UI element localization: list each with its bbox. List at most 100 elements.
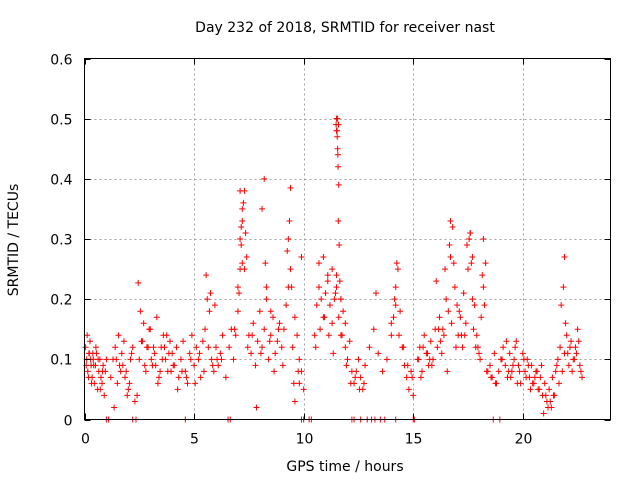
data-point <box>372 290 379 297</box>
data-point <box>420 344 427 351</box>
data-point <box>232 332 239 339</box>
data-point <box>405 386 412 393</box>
data-point <box>313 302 320 309</box>
data-point <box>434 344 441 351</box>
data-point <box>335 121 342 128</box>
data-point <box>463 242 470 249</box>
data-point <box>262 260 269 267</box>
data-point <box>471 302 478 309</box>
x-axis-ticks: 0 5 10 15 20 <box>81 58 532 448</box>
data-point <box>291 398 298 405</box>
data-point <box>200 368 207 375</box>
data-point <box>336 278 343 285</box>
data-point <box>522 368 529 375</box>
data-point <box>206 308 213 315</box>
data-point <box>427 338 434 345</box>
y-axis-title: SRMTID / TECUs <box>6 184 22 297</box>
data-point <box>248 350 255 357</box>
data-point <box>491 350 498 357</box>
data-point <box>334 115 341 122</box>
data-point <box>379 368 386 375</box>
data-point <box>203 272 210 279</box>
data-point <box>343 362 350 369</box>
data-point <box>269 314 276 321</box>
data-point <box>334 151 341 158</box>
data-point <box>283 302 290 309</box>
data-point <box>353 368 360 375</box>
data-point <box>356 386 363 393</box>
data-point <box>332 290 339 297</box>
data-point <box>240 199 247 206</box>
data-point <box>473 332 480 339</box>
data-point <box>568 338 575 345</box>
data-point <box>274 338 281 345</box>
data-point <box>403 374 410 381</box>
data-point <box>202 326 209 333</box>
data-point <box>440 332 447 339</box>
data-point <box>563 332 570 339</box>
data-point <box>143 344 150 351</box>
data-point <box>542 392 549 399</box>
data-point <box>333 272 340 279</box>
data-point <box>520 356 527 363</box>
data-point <box>576 362 583 369</box>
data-point <box>196 350 203 357</box>
data-point <box>449 223 456 230</box>
data-point <box>259 205 266 212</box>
data-point <box>537 374 544 381</box>
data-point <box>199 338 206 345</box>
x-axis-title: GPS time / hours <box>286 459 403 475</box>
data-point <box>157 368 164 375</box>
data-point <box>123 368 130 375</box>
data-point <box>334 133 341 140</box>
data-point <box>344 356 351 363</box>
data-point <box>284 248 291 255</box>
data-point <box>263 284 270 291</box>
data-point <box>426 356 433 363</box>
data-point <box>577 368 584 375</box>
data-point <box>234 308 241 315</box>
data-point <box>259 344 266 351</box>
data-point <box>107 374 114 381</box>
data-point <box>294 332 301 339</box>
data-point <box>336 242 343 249</box>
data-point <box>86 338 93 345</box>
data-point <box>148 356 155 363</box>
data-point <box>342 344 349 351</box>
data-point <box>222 374 229 381</box>
data-point <box>122 374 129 381</box>
y-tick-label: 0.4 <box>50 173 72 189</box>
data-point <box>392 302 399 309</box>
data-point <box>355 356 362 363</box>
data-point <box>375 350 382 357</box>
data-point <box>151 350 158 357</box>
data-point <box>241 266 248 273</box>
data-point <box>193 344 200 351</box>
data-point <box>136 356 143 363</box>
data-point <box>209 362 216 369</box>
data-point <box>112 344 119 351</box>
data-point <box>111 404 118 411</box>
data-point <box>230 356 237 363</box>
data-point <box>137 308 144 315</box>
data-point <box>444 368 451 375</box>
data-point <box>321 314 328 321</box>
data-point <box>175 374 182 381</box>
data-point <box>88 380 95 387</box>
data-point <box>187 356 194 363</box>
data-point <box>142 368 149 375</box>
data-point <box>558 302 565 309</box>
data-point <box>469 296 476 303</box>
data-point <box>488 374 495 381</box>
x-tick-label: 5 <box>190 432 199 448</box>
data-point <box>541 380 548 387</box>
data-point <box>207 290 214 297</box>
data-point <box>552 368 559 375</box>
data-point <box>184 380 191 387</box>
data-point <box>179 368 186 375</box>
data-point <box>495 368 502 375</box>
data-point <box>210 368 217 375</box>
data-point <box>141 362 148 369</box>
data-point <box>219 332 226 339</box>
data-point <box>280 326 287 333</box>
